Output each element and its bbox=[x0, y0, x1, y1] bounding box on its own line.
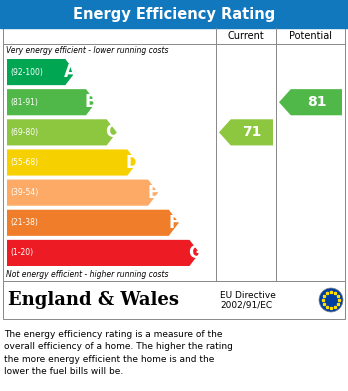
Polygon shape bbox=[7, 179, 158, 206]
Text: (21-38): (21-38) bbox=[10, 218, 38, 227]
Text: A: A bbox=[64, 63, 77, 81]
Text: 81: 81 bbox=[307, 95, 326, 109]
Text: Not energy efficient - higher running costs: Not energy efficient - higher running co… bbox=[6, 270, 168, 279]
Text: (39-54): (39-54) bbox=[10, 188, 38, 197]
Bar bbox=[3, 281, 345, 319]
Text: Potential: Potential bbox=[289, 31, 332, 41]
Text: D: D bbox=[126, 154, 139, 172]
Text: C: C bbox=[105, 123, 118, 142]
Text: (1-20): (1-20) bbox=[10, 248, 33, 257]
Circle shape bbox=[319, 288, 343, 312]
Bar bbox=[0, 0, 348, 28]
Text: F: F bbox=[168, 214, 180, 232]
Polygon shape bbox=[7, 89, 96, 115]
Text: B: B bbox=[85, 93, 97, 111]
Text: E: E bbox=[148, 184, 159, 202]
Text: (92-100): (92-100) bbox=[10, 68, 43, 77]
Text: G: G bbox=[188, 244, 201, 262]
Text: England & Wales: England & Wales bbox=[8, 291, 179, 309]
Polygon shape bbox=[7, 149, 137, 176]
Polygon shape bbox=[7, 240, 199, 266]
Text: (69-80): (69-80) bbox=[10, 128, 38, 137]
Polygon shape bbox=[7, 210, 179, 236]
Text: Very energy efficient - lower running costs: Very energy efficient - lower running co… bbox=[6, 46, 168, 55]
Text: (55-68): (55-68) bbox=[10, 158, 38, 167]
Polygon shape bbox=[279, 89, 342, 115]
Text: Current: Current bbox=[228, 31, 264, 41]
Bar bbox=[3, 28, 345, 281]
Polygon shape bbox=[7, 59, 75, 85]
Text: 2002/91/EC: 2002/91/EC bbox=[220, 301, 272, 310]
Polygon shape bbox=[219, 119, 273, 145]
Polygon shape bbox=[7, 119, 117, 145]
Text: EU Directive: EU Directive bbox=[220, 291, 276, 300]
Text: 71: 71 bbox=[242, 126, 262, 139]
Text: (81-91): (81-91) bbox=[10, 98, 38, 107]
Text: Energy Efficiency Rating: Energy Efficiency Rating bbox=[73, 7, 275, 22]
Text: The energy efficiency rating is a measure of the
overall efficiency of a home. T: The energy efficiency rating is a measur… bbox=[4, 330, 233, 376]
